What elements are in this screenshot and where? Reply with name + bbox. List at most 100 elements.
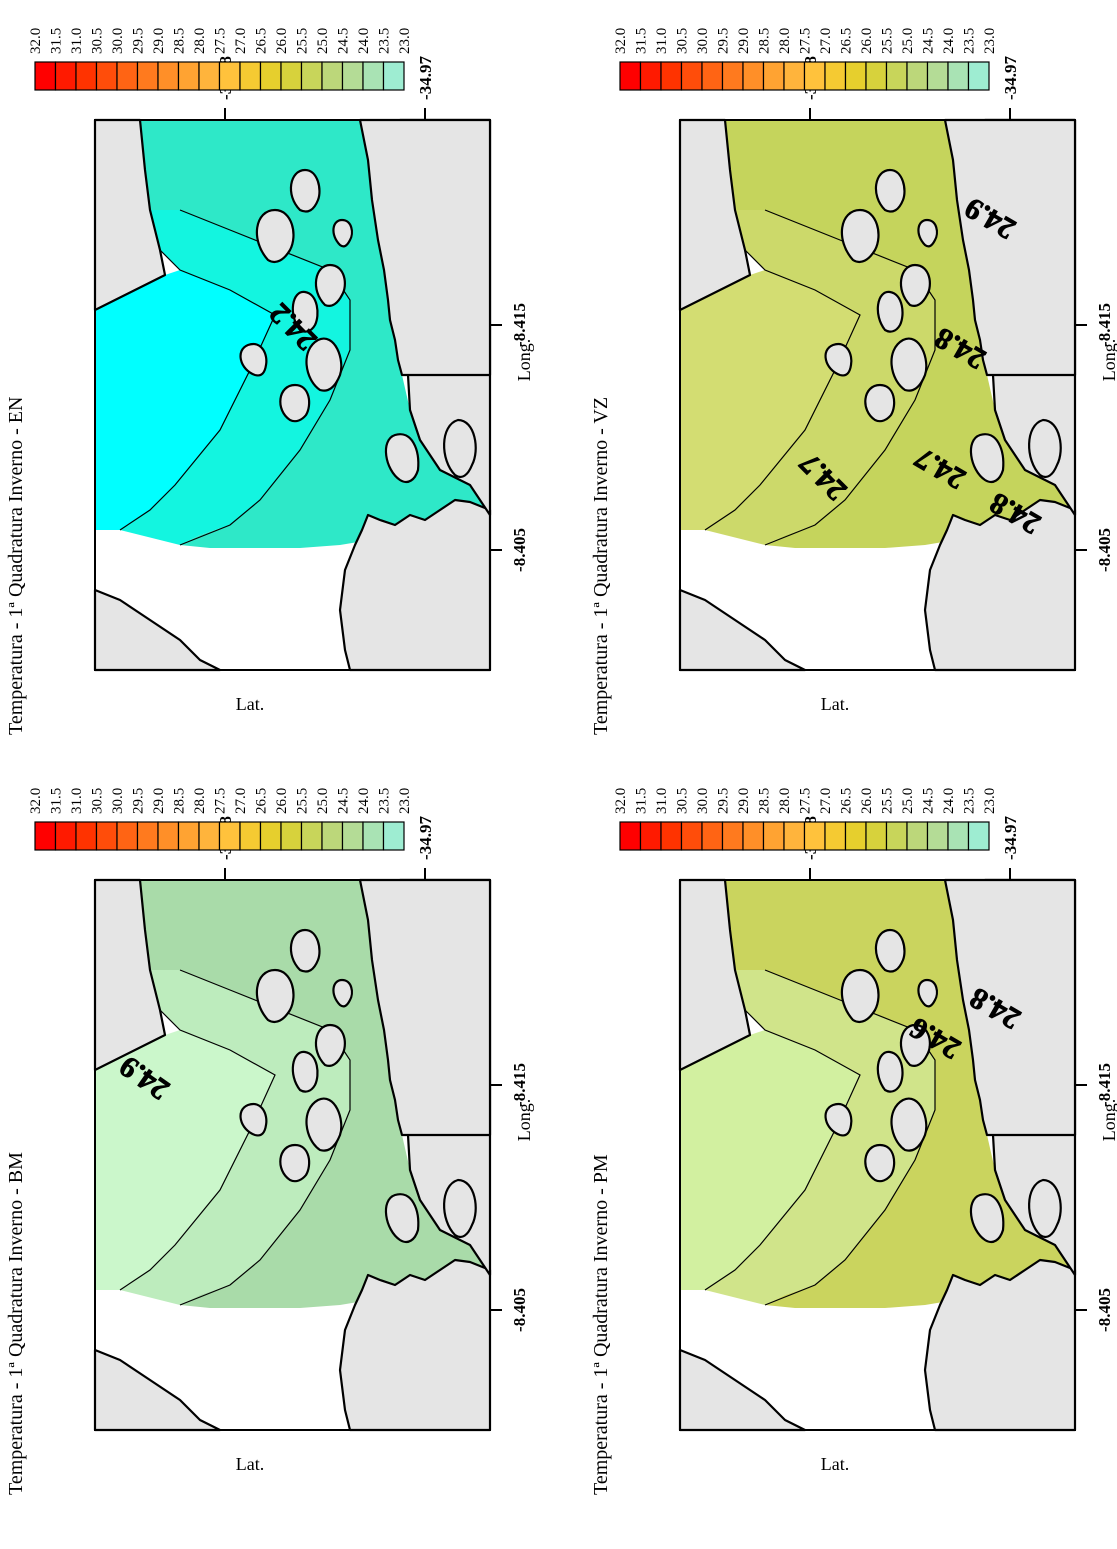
island [890,1097,928,1152]
water-zone-1 [95,270,275,530]
legend-value: 29.0 [151,28,167,54]
legend-value: 23.0 [982,28,998,54]
legend-value: 28.0 [192,788,208,814]
legend-swatch [95,821,118,851]
legend-value: 25.0 [315,28,331,54]
x-tick-label: -34.97 [416,816,435,860]
legend-value: 29.5 [716,788,732,814]
legend-value: 26.5 [254,788,270,814]
legend-swatch [742,61,765,91]
legend-value: 30.5 [90,28,106,54]
legend-value: 23.5 [962,28,978,54]
legend-value: 24.5 [921,28,937,54]
legend-swatch [300,821,323,851]
legend-value: 27.0 [233,788,249,814]
y-tick-label: -8.415 [1095,1063,1114,1107]
legend-value: 23.0 [397,28,413,54]
island [289,928,321,973]
legend-swatch [198,61,221,91]
legend-value: 31.0 [69,28,85,54]
color-legend: 32.0 31.5 31.0 30.5 30.0 29.5 29.0 28.5 28.0 27.5… [28,788,413,851]
legend-swatch [157,61,180,91]
legend-value: 24.0 [941,788,957,814]
y-tick-label: -8.405 [510,528,529,572]
legend-swatch [116,821,139,851]
legend-swatch [218,821,241,851]
land-area [338,498,492,672]
legend-swatch [906,821,929,851]
legend-swatch [116,61,139,91]
island [899,1023,931,1067]
land-area [923,1258,1077,1432]
legend-value: 24.0 [356,28,372,54]
island [332,218,353,248]
legend-swatch [75,821,98,851]
legend-swatch [967,61,990,91]
legend-swatch [639,821,662,851]
legend-swatch [54,61,77,91]
legend-value: 30.0 [110,28,126,54]
legend-swatch [906,61,929,91]
legend-value: 23.0 [982,788,998,814]
legend-swatch [95,61,118,91]
legend-value: 25.5 [295,28,311,54]
legend-swatch [844,61,867,91]
legend-swatch [926,61,949,91]
legend-value: 30.5 [90,788,106,814]
legend-value: 30.0 [110,788,126,814]
legend-value: 24.5 [336,28,352,54]
legend-swatch [300,61,323,91]
panel-title: Temperatura - 1ª Quadratura Inverno - PM [590,1154,612,1495]
island [443,418,477,479]
x-axis-label: Long. [1099,1099,1117,1142]
legend-swatch [885,61,908,91]
water-zone-2 [705,210,935,545]
land-area [678,1348,807,1432]
legend-value: 24.0 [356,788,372,814]
island [874,928,906,973]
legend-value: 25.5 [295,788,311,814]
legend-swatch [824,61,847,91]
legend-swatch [680,821,703,851]
island [864,1143,896,1183]
legend-value: 29.0 [736,788,752,814]
x-axis-label: Long. [514,1099,534,1142]
island [1028,1178,1062,1239]
island [917,978,938,1008]
water-zone-2 [120,210,350,545]
color-legend: 32.0 31.5 31.0 30.5 30.0 29.5 29.0 28.5 28.0 27.5… [613,28,998,91]
y-tick-label: -8.415 [1095,303,1114,347]
legend-swatch [783,61,806,91]
legend-swatch [619,821,642,851]
legend-swatch [341,821,364,851]
legend-swatch [947,61,970,91]
island [840,208,880,264]
legend-value: 32.0 [28,788,44,814]
legend-swatch [947,821,970,851]
legend-value: 24.0 [941,28,957,54]
legend-swatch [803,61,826,91]
y-axis-label: Lat. [821,1454,850,1474]
legend-swatch [362,61,385,91]
legend-swatch [259,61,282,91]
legend-swatch [844,821,867,851]
legend-value: 23.5 [962,788,978,814]
legend-swatch [762,61,785,91]
legend-value: 25.0 [900,788,916,814]
legend-swatch [259,821,282,851]
map-panel-pm: Temperatura - 1ª Quadratura Inverno - PM… [590,788,1117,1495]
water-zone-2 [705,970,935,1305]
legend-swatch [865,61,888,91]
water-zone-2 [120,970,350,1305]
x-tick-label: -34.97 [416,56,435,100]
legend-value: 27.5 [213,28,229,54]
legend-swatch [680,61,703,91]
legend-value: 27.5 [213,788,229,814]
x-axis-label: Long. [514,339,534,382]
x-axis-label: Long. [1099,339,1117,382]
legend-value: 31.0 [654,28,670,54]
legend-swatch [280,821,303,851]
y-tick-label: -8.405 [1095,528,1114,572]
y-tick-label: -8.405 [1095,1288,1114,1332]
